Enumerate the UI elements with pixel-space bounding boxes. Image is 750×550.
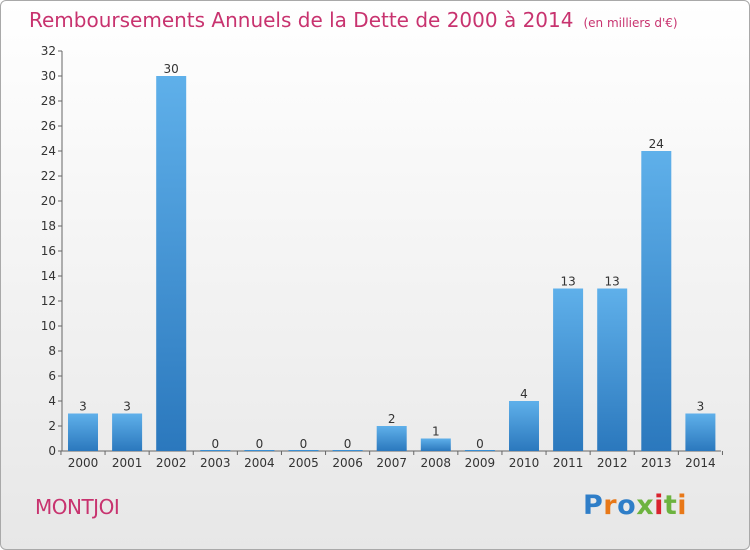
x-tick-label-2008: 2008: [421, 456, 452, 470]
y-tick-label: 14: [41, 269, 56, 283]
bars: [68, 76, 716, 451]
data-label-2014: 3: [697, 400, 705, 414]
proxiti-logo: Proxiti: [583, 490, 688, 521]
chart-unit: (en milliers d'€): [583, 16, 678, 30]
y-tick-label: 4: [48, 394, 56, 408]
data-label-2004: 0: [256, 437, 264, 451]
chart-title-text: Remboursements Annuels de la Dette de 20…: [29, 8, 574, 32]
x-tick-label-2006: 2006: [332, 456, 363, 470]
data-label-2007: 2: [388, 412, 396, 426]
bar-2013: [641, 151, 672, 451]
y-tick-label: 8: [48, 344, 56, 358]
x-tick-label-2004: 2004: [244, 456, 275, 470]
bar-2012: [597, 288, 628, 451]
town-name: MONTJOI: [35, 495, 120, 519]
y-tick-label: 32: [41, 44, 56, 58]
data-label-2011: 13: [560, 275, 575, 289]
y-tick-label: 24: [41, 144, 56, 158]
y-tick-label: 16: [41, 244, 56, 258]
x-tick-label-2003: 2003: [200, 456, 231, 470]
data-label-2003: 0: [211, 437, 219, 451]
labels: 3200032001302002020030200402005020062200…: [68, 62, 716, 470]
y-tick-label: 12: [41, 294, 56, 308]
x-tick-label-2014: 2014: [685, 456, 716, 470]
bar-2002: [156, 76, 187, 451]
data-label-2000: 3: [79, 400, 87, 414]
data-label-2009: 0: [476, 437, 484, 451]
x-tick-label-2012: 2012: [597, 456, 628, 470]
y-tick-label: 26: [41, 119, 56, 133]
x-tick-label-2013: 2013: [641, 456, 672, 470]
x-tick-label-2010: 2010: [509, 456, 540, 470]
bar-2010: [509, 401, 539, 451]
bar-2000: [68, 413, 98, 451]
y-tick-label: 20: [41, 194, 56, 208]
data-label-2012: 13: [605, 275, 620, 289]
data-label-2005: 0: [300, 437, 308, 451]
bar-2008: [420, 438, 451, 451]
data-label-2002: 30: [164, 62, 179, 76]
bar-2011: [553, 288, 584, 451]
data-label-2013: 24: [649, 137, 664, 151]
y-tick-label: 6: [48, 369, 56, 383]
y-tick-label: 2: [48, 419, 56, 433]
chart-title: Remboursements Annuels de la Dette de 20…: [29, 8, 678, 32]
data-label-2008: 1: [432, 425, 440, 439]
y-tick-label: 22: [41, 169, 56, 183]
bar-2014: [685, 413, 716, 451]
data-label-2001: 3: [123, 400, 131, 414]
x-tick-label-2009: 2009: [465, 456, 496, 470]
bar-2001: [112, 413, 143, 451]
bar-2007: [376, 426, 407, 451]
x-tick-label-2007: 2007: [376, 456, 407, 470]
data-label-2006: 0: [344, 437, 352, 451]
y-tick-label: 10: [41, 319, 56, 333]
y-tick-label: 30: [41, 69, 56, 83]
y-tick-label: 18: [41, 219, 56, 233]
y-tick-label: 28: [41, 94, 56, 108]
x-tick-label-2011: 2011: [553, 456, 584, 470]
data-label-2010: 4: [520, 387, 528, 401]
x-tick-label-2002: 2002: [156, 456, 187, 470]
x-tick-label-2000: 2000: [68, 456, 99, 470]
x-tick-label-2005: 2005: [288, 456, 319, 470]
x-tick-label-2001: 2001: [112, 456, 143, 470]
y-tick-label: 0: [48, 444, 56, 458]
